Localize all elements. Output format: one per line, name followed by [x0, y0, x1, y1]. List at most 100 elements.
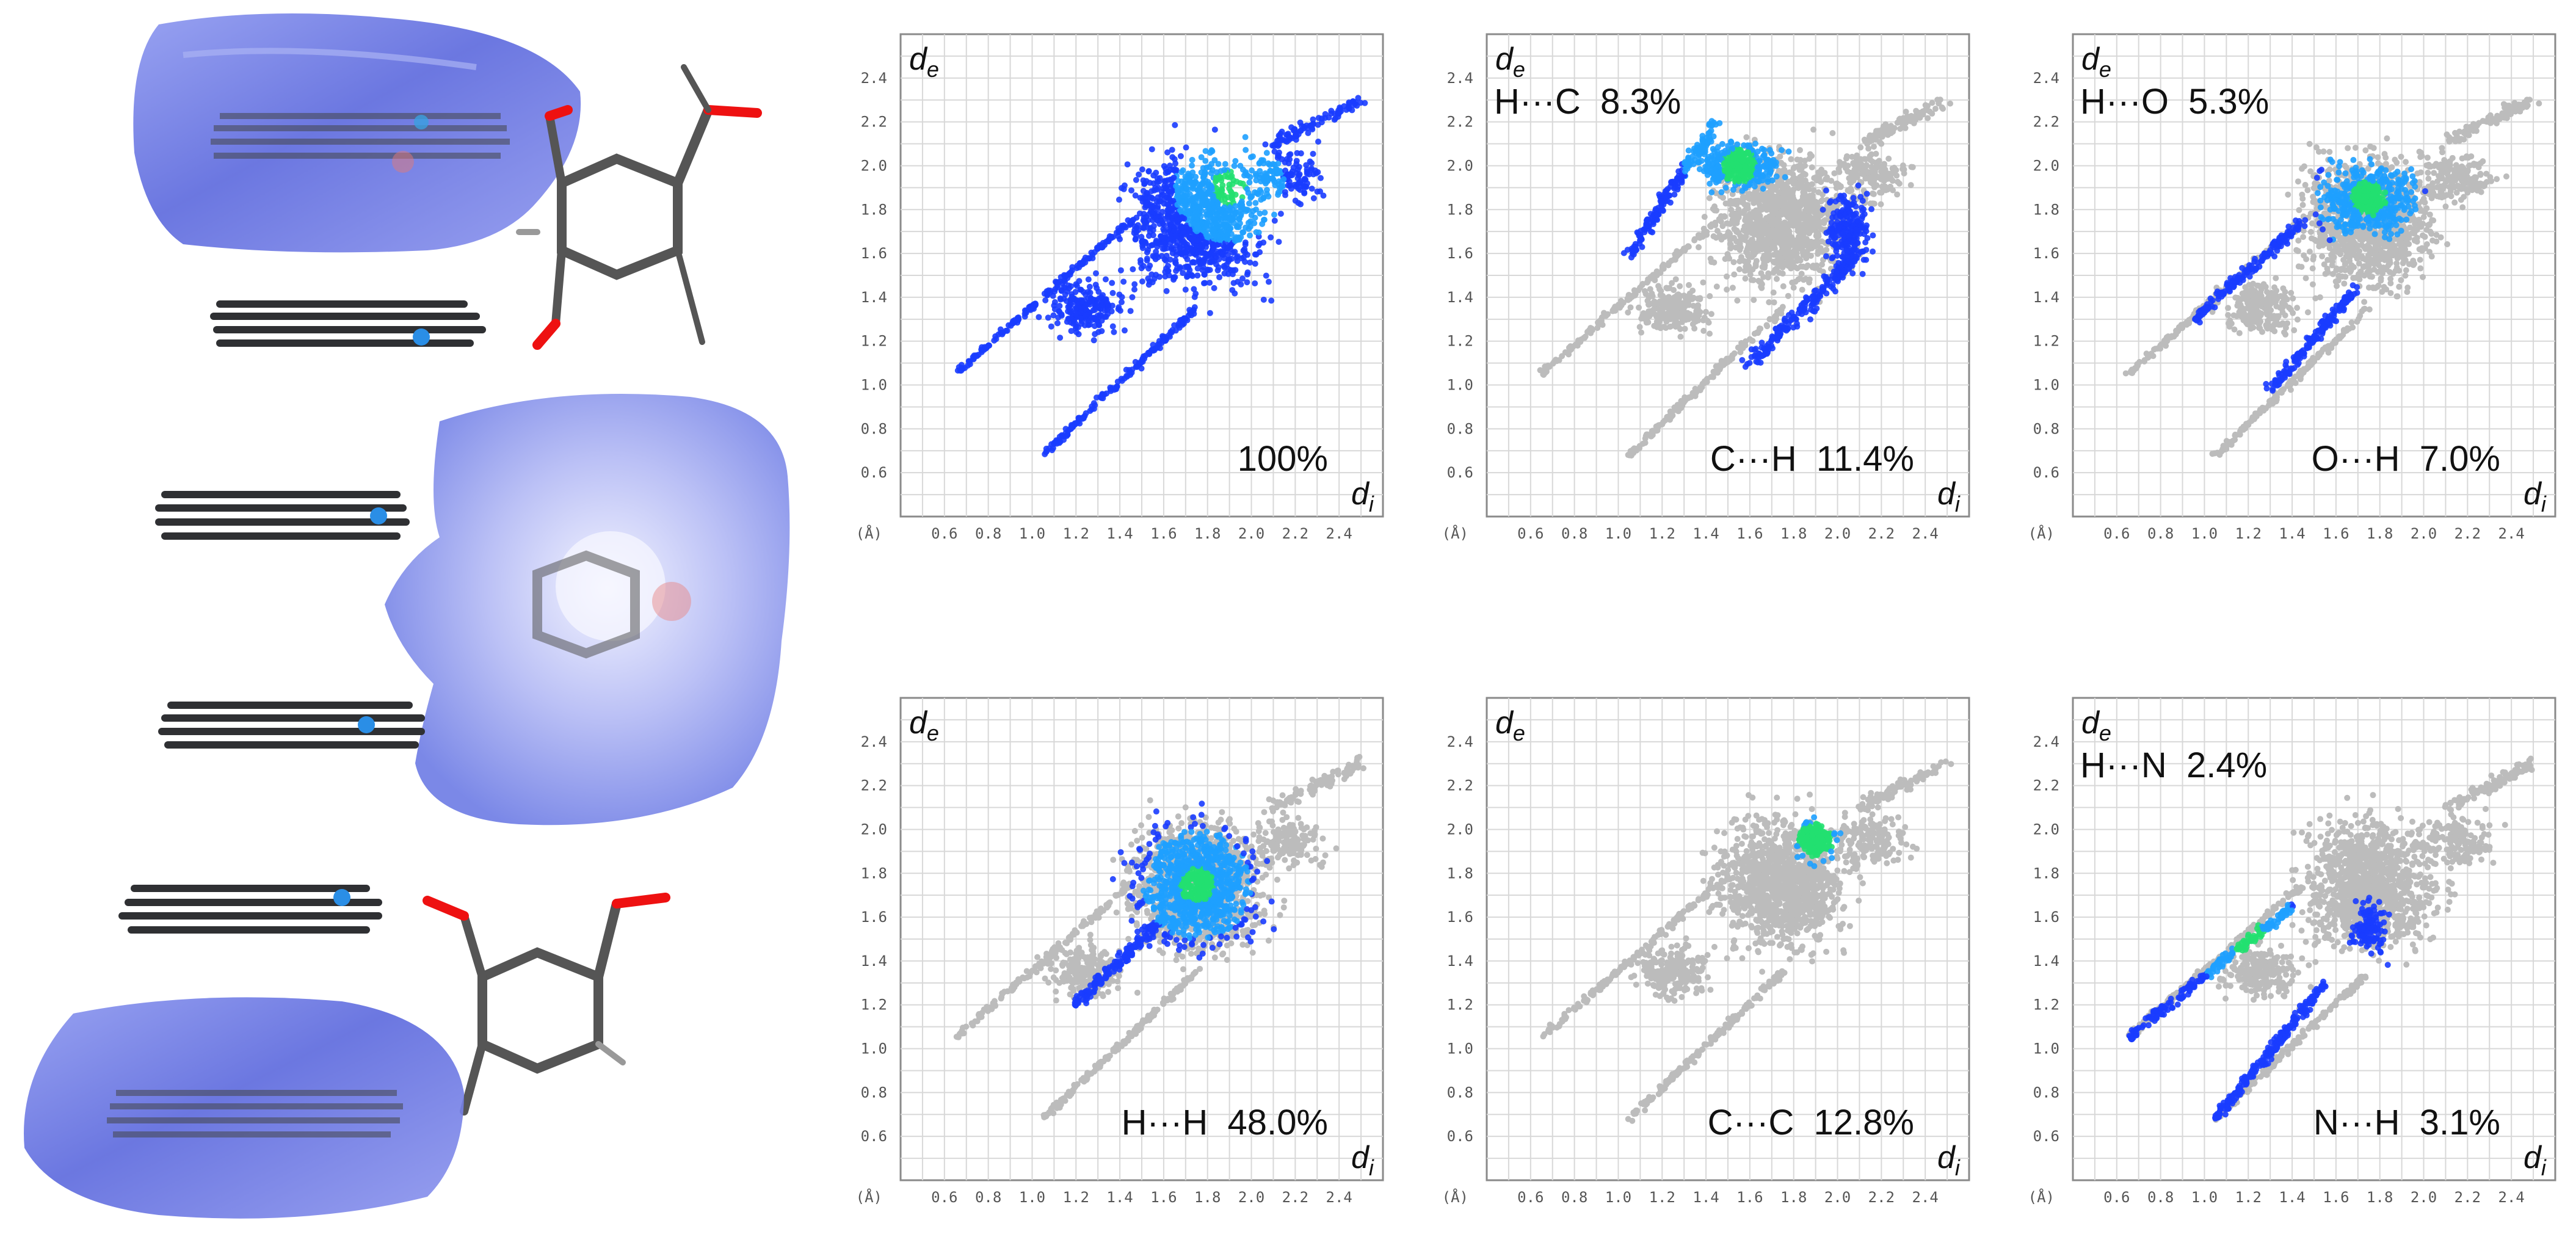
- data-point: [1118, 299, 1125, 305]
- data-point: [1829, 255, 1835, 262]
- bg-point: [1835, 181, 1842, 188]
- data-point: [1802, 294, 1809, 301]
- data-point: [1161, 163, 1167, 170]
- bg-point: [1654, 300, 1661, 307]
- bg-point: [1829, 130, 1836, 137]
- bg-point: [1663, 316, 1669, 323]
- bg-point: [1702, 308, 1709, 315]
- data-point: [1774, 337, 1781, 344]
- data-point: [1191, 286, 1197, 292]
- bg-point: [1615, 302, 1622, 308]
- data-point: [1758, 339, 1765, 346]
- data-point: [1075, 324, 1081, 331]
- bg-point: [1736, 266, 1743, 272]
- data-point: [1230, 280, 1237, 286]
- data-point: [1829, 241, 1836, 247]
- bg-point: [1637, 285, 1644, 291]
- bg-point: [1804, 249, 1810, 255]
- data-point: [1206, 233, 1213, 239]
- data-point: [1090, 337, 1097, 344]
- bg-point: [1756, 231, 1763, 238]
- data-point: [1265, 160, 1272, 167]
- bg-point: [1888, 124, 1895, 131]
- data-point: [1124, 161, 1131, 168]
- bg-point: [1703, 228, 1710, 235]
- data-point: [1739, 158, 1746, 164]
- data-point: [1862, 239, 1869, 246]
- y-tick-label: 1.6: [861, 245, 887, 262]
- data-point: [1117, 307, 1123, 314]
- data-point: [1268, 168, 1275, 175]
- bg-point: [1932, 106, 1939, 112]
- bg-point: [1776, 219, 1783, 226]
- data-point: [1131, 281, 1138, 288]
- data-point: [1183, 263, 1190, 270]
- data-point: [1675, 180, 1682, 187]
- bg-point: [1857, 156, 1864, 162]
- data-point: [1222, 211, 1229, 217]
- data-point: [1221, 204, 1228, 211]
- data-point: [1664, 194, 1671, 200]
- data-point: [1155, 203, 1161, 210]
- bg-point: [1896, 116, 1903, 123]
- data-point: [1310, 150, 1316, 157]
- bg-point: [1901, 166, 1907, 173]
- bg-point: [1757, 242, 1763, 249]
- bg-point: [1742, 275, 1749, 282]
- data-point: [1169, 154, 1176, 161]
- bg-point: [1667, 323, 1674, 330]
- bg-point: [1567, 346, 1574, 352]
- data-point: [1053, 279, 1060, 286]
- bg-point: [1741, 267, 1748, 274]
- y-tick-label: 2.2: [1447, 114, 1473, 131]
- data-point: [1103, 390, 1110, 397]
- data-point: [1182, 201, 1189, 208]
- data-point: [1225, 194, 1232, 201]
- data-point: [974, 353, 981, 360]
- bg-point: [1690, 315, 1697, 322]
- bg-point: [1761, 238, 1768, 244]
- bg-point: [1656, 286, 1663, 292]
- bg-point: [1652, 272, 1658, 278]
- data-point: [1069, 264, 1076, 270]
- data-point: [1202, 158, 1209, 164]
- y-tick-label: 0.6: [1447, 464, 1473, 481]
- data-point: [1169, 147, 1175, 153]
- data-point: [1685, 147, 1692, 154]
- data-point: [1268, 297, 1275, 304]
- bg-point: [1737, 349, 1744, 355]
- data-point: [1741, 173, 1748, 180]
- data-point: [1246, 232, 1253, 239]
- bg-point: [1732, 210, 1738, 217]
- data-point: [1305, 129, 1312, 136]
- data-point: [1761, 147, 1768, 153]
- data-point: [1146, 351, 1153, 358]
- data-point: [1717, 175, 1724, 181]
- bg-point: [1691, 237, 1698, 244]
- data-point: [1159, 336, 1166, 343]
- data-point: [1206, 280, 1213, 286]
- bg-point: [1731, 271, 1738, 278]
- data-point: [1302, 176, 1308, 183]
- data-point: [1191, 259, 1198, 266]
- data-point: [1252, 280, 1258, 287]
- data-point: [1167, 190, 1174, 197]
- data-point: [1252, 170, 1259, 177]
- data-point: [1718, 189, 1725, 195]
- data-point: [1100, 239, 1106, 246]
- data-point: [1243, 170, 1249, 177]
- data-point: [1317, 175, 1324, 181]
- data-point: [1343, 106, 1350, 113]
- bg-point: [1765, 245, 1771, 252]
- data-point: [1742, 185, 1749, 192]
- x-tick-label: 2.0: [1238, 525, 1264, 542]
- data-point: [1851, 199, 1857, 206]
- bg-point: [1752, 222, 1759, 229]
- bg-point: [1774, 195, 1780, 202]
- data-point: [1153, 213, 1159, 220]
- data-point: [1133, 176, 1139, 183]
- data-point: [991, 337, 998, 344]
- data-point: [1719, 149, 1725, 156]
- data-point: [1846, 208, 1852, 214]
- data-point: [1765, 156, 1771, 163]
